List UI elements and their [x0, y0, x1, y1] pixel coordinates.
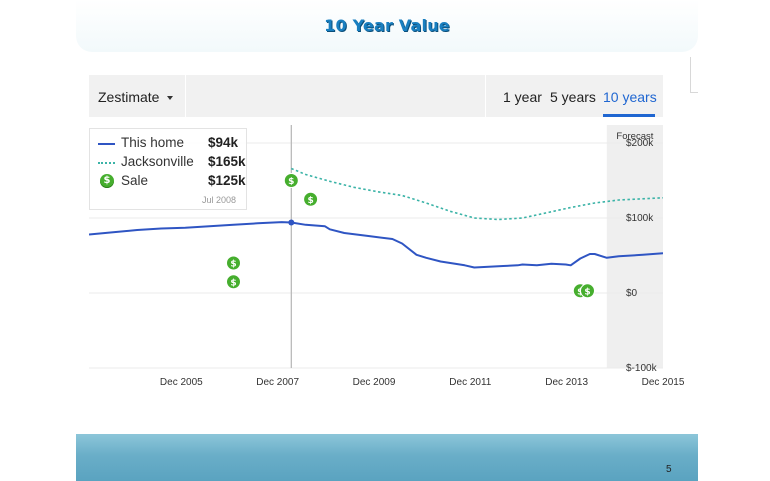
zestimate-dropdown[interactable]: Zestimate	[98, 89, 174, 105]
forecast-label: Forecast	[616, 131, 653, 142]
x-tick-label: Dec 2009	[353, 377, 396, 388]
legend-value: $165k	[208, 154, 246, 169]
toolbar-divider	[185, 75, 186, 117]
sale-coin	[226, 255, 241, 271]
legend-label: This home	[121, 135, 185, 150]
tab-10-years[interactable]: 10 years	[603, 89, 657, 105]
sale-coin-icon: $	[100, 174, 114, 188]
sale-marker: $	[303, 191, 319, 207]
footer-band	[76, 434, 698, 481]
sale-symbol: $	[307, 196, 313, 206]
side-bracket	[690, 57, 698, 93]
chart-toolbar: Zestimate 1 year 5 years 10 years	[89, 75, 663, 117]
sale-coin	[226, 274, 241, 290]
y-tick-label: $-100k	[626, 363, 658, 374]
legend-date: Jul 2008	[202, 195, 237, 205]
forecast-band	[606, 125, 663, 368]
x-tick-label: Dec 2011	[449, 377, 492, 388]
chart-legend-tooltip: This home $94k Jacksonville $165k $ Sale…	[89, 128, 247, 210]
sale-coin	[283, 173, 299, 188]
series-line-this-home	[89, 221, 663, 269]
x-tick-label: Dec 2007	[256, 377, 299, 388]
sale-marker: $	[226, 255, 241, 271]
y-tick-label: $100k	[626, 213, 654, 224]
value-chart[interactable]: $ $ $ $ $ $	[89, 125, 663, 373]
slide-title: 10 Year Value	[324, 16, 450, 35]
title-band: 10 Year Value	[76, 0, 698, 52]
sale-symbol: $	[288, 177, 294, 187]
legend-label: Sale	[121, 173, 149, 188]
caret-down-icon	[167, 96, 174, 101]
legend-value: $94k	[208, 135, 239, 150]
active-tab-underline	[603, 114, 655, 117]
x-tick-label: Dec 2005	[160, 377, 203, 388]
hover-point	[288, 219, 295, 226]
tab-5-years[interactable]: 5 years	[550, 89, 596, 105]
sale-marker: $	[580, 283, 595, 299]
tab-1-year[interactable]: 1 year	[503, 89, 542, 105]
sale-marker: $	[226, 274, 241, 290]
legend-value: $125k	[208, 173, 246, 188]
x-tick-label: Dec 2015	[642, 377, 685, 388]
dotted-line-swatch	[98, 162, 115, 164]
legend-label: Jacksonville	[121, 154, 194, 169]
sale-symbol: $	[584, 287, 590, 297]
toolbar-divider	[485, 75, 486, 117]
page-number: 5	[666, 464, 672, 475]
sale-marker: $	[283, 173, 299, 188]
x-tick-label: Dec 2013	[545, 377, 588, 388]
sale-coin	[580, 283, 595, 299]
y-tick-label: $0	[626, 288, 638, 299]
sale-symbol: $	[230, 260, 236, 270]
sale-coin	[303, 191, 319, 207]
solid-line-swatch	[98, 143, 115, 145]
zestimate-dropdown-label: Zestimate	[98, 89, 160, 105]
sale-symbol: $	[230, 278, 236, 288]
y-tick-label: $200k	[626, 138, 654, 149]
